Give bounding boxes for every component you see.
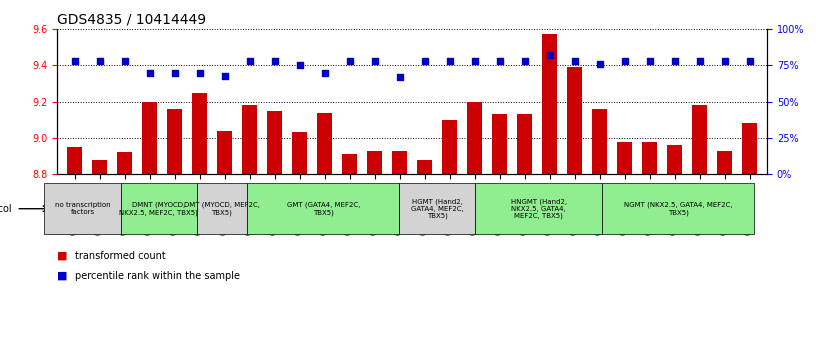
Bar (392, 151, 407, 174)
Bar (292, 132, 307, 174)
Point (318, 70, 331, 76)
Text: ■: ■ (57, 271, 68, 281)
Bar (492, 114, 507, 174)
Point (118, 58, 131, 64)
Bar (592, 109, 607, 174)
Point (418, 58, 431, 64)
Point (143, 70, 156, 76)
Point (218, 73, 231, 78)
Bar (717, 151, 732, 174)
Text: ■: ■ (57, 251, 68, 261)
Point (693, 58, 706, 64)
Point (618, 58, 631, 64)
Point (343, 58, 356, 64)
Point (293, 62, 306, 68)
Bar (617, 142, 632, 174)
Point (493, 58, 506, 64)
Point (568, 58, 581, 64)
Text: NGMT (NKX2.5, GATA4, MEF2C,
TBX5): NGMT (NKX2.5, GATA4, MEF2C, TBX5) (624, 202, 733, 216)
Point (543, 52, 556, 58)
Bar (417, 160, 432, 174)
Point (443, 58, 456, 64)
Text: DMNT (MYOCD,
NKX2.5, MEF2C, TBX5): DMNT (MYOCD, NKX2.5, MEF2C, TBX5) (119, 202, 198, 216)
Bar (567, 67, 582, 174)
Bar (442, 120, 457, 174)
Bar (242, 105, 257, 174)
Point (93, 58, 106, 64)
Point (743, 58, 756, 64)
Point (393, 74, 406, 80)
Point (243, 58, 256, 64)
Point (643, 58, 656, 64)
Bar (167, 109, 182, 174)
Bar (192, 93, 207, 174)
Text: percentile rank within the sample: percentile rank within the sample (75, 271, 240, 281)
Point (268, 58, 282, 64)
Text: GMT (GATA4, MEF2C,
TBX5): GMT (GATA4, MEF2C, TBX5) (286, 202, 360, 216)
Text: transformed count: transformed count (75, 251, 166, 261)
Bar (667, 145, 682, 174)
Bar (467, 102, 482, 174)
Bar (367, 151, 382, 174)
Bar (92, 160, 107, 174)
Bar (517, 114, 532, 174)
Point (718, 58, 731, 64)
Bar (542, 34, 557, 174)
Bar (317, 113, 332, 174)
Text: protocol: protocol (0, 204, 12, 214)
Text: no transcription
factors: no transcription factors (55, 202, 110, 215)
Point (593, 61, 606, 67)
Text: GDS4835 / 10414449: GDS4835 / 10414449 (57, 12, 206, 26)
Point (468, 58, 481, 64)
Bar (642, 142, 657, 174)
Text: HGMT (Hand2,
GATA4, MEF2C,
TBX5): HGMT (Hand2, GATA4, MEF2C, TBX5) (411, 198, 463, 219)
Bar (692, 105, 707, 174)
Text: DMT (MYOCD, MEF2C,
TBX5): DMT (MYOCD, MEF2C, TBX5) (184, 202, 260, 216)
Bar (342, 154, 357, 174)
Point (193, 70, 206, 76)
Point (68, 58, 81, 64)
Bar (742, 123, 757, 174)
Point (518, 58, 531, 64)
Text: HNGMT (Hand2,
NKX2.5, GATA4,
MEF2C, TBX5): HNGMT (Hand2, NKX2.5, GATA4, MEF2C, TBX5… (511, 198, 567, 219)
Bar (267, 111, 282, 174)
Bar (118, 152, 132, 174)
Point (168, 70, 181, 76)
Point (668, 58, 681, 64)
Bar (67, 147, 82, 174)
Bar (142, 102, 157, 174)
Point (368, 58, 381, 64)
Bar (217, 131, 232, 174)
